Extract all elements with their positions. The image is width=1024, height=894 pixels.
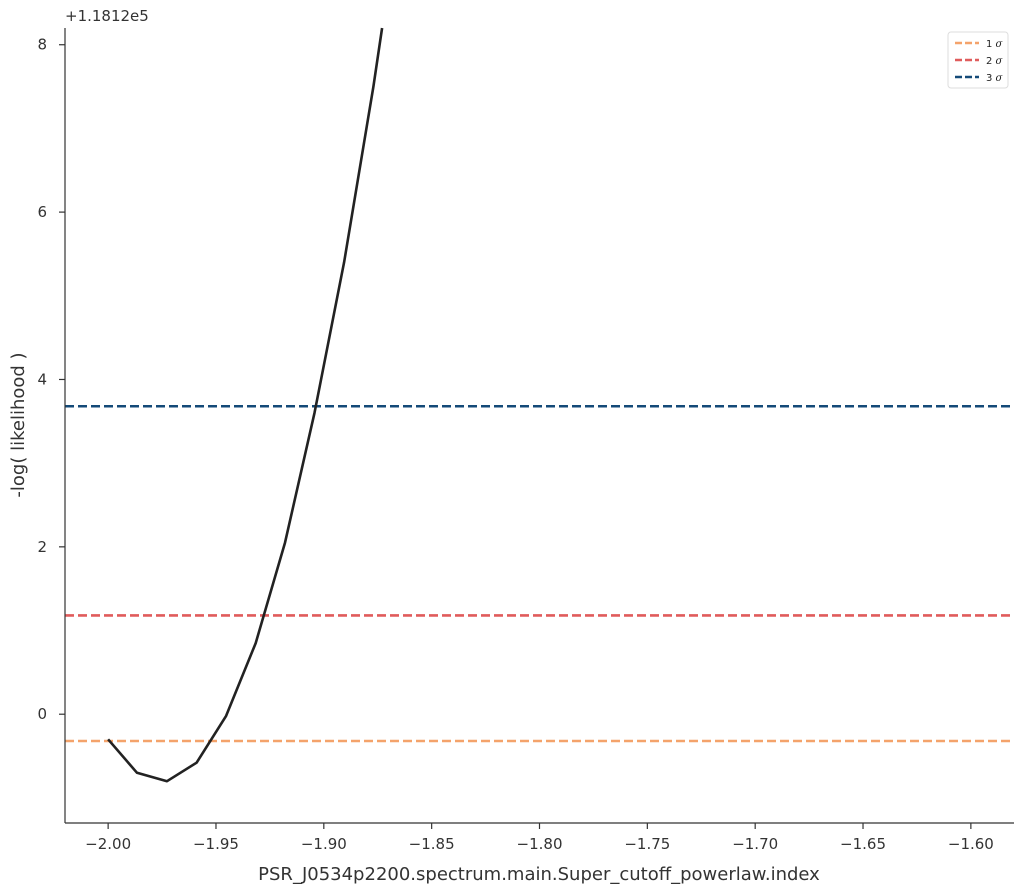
x-tick-label: −1.90 [301,835,347,853]
x-axis-label: PSR_J0534p2200.spectrum.main.Super_cutof… [258,864,820,885]
y-offset-label: +1.1812e5 [65,7,149,25]
x-tick-label: −1.65 [840,835,886,853]
legend-label-2-sigma: 2 σ [986,56,1004,67]
x-tick-label: −1.80 [517,835,563,853]
x-tick-label: −1.95 [193,835,239,853]
series-layer [107,27,384,783]
sigma-lines-layer [65,404,1014,743]
x-tick-label: −2.00 [85,835,131,853]
legend: 1 σ 2 σ 3 σ [947,31,1009,89]
x-tick-label: −1.60 [948,835,994,853]
y-tick-label: 8 [37,36,47,54]
y-tick-label: 4 [37,370,47,388]
profile-line [107,27,384,783]
x-tick-label: −1.75 [624,835,670,853]
y-axis-label: -log( likelihood ) [8,352,29,497]
legend-label-1-sigma: 1 σ [986,39,1004,50]
legend-label-3-sigma: 3 σ [986,73,1004,84]
x-tick-label: −1.85 [409,835,455,853]
y-tick-label: 0 [37,705,47,723]
y-tick-label: 6 [37,203,47,221]
axes-layer [64,28,1014,824]
y-tick-label: 2 [37,538,47,556]
x-ticks: −2.00 −1.95 −1.90 −1.85 −1.80 −1.75 −1.70 −1.65… [85,823,994,853]
x-tick-label: −1.70 [732,835,778,853]
y-ticks: 0 2 4 6 8 [37,36,65,723]
